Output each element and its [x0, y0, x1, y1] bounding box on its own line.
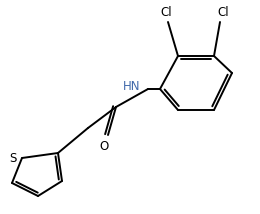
Text: HN: HN — [122, 79, 140, 92]
Text: O: O — [99, 140, 109, 153]
Text: Cl: Cl — [160, 6, 172, 19]
Text: S: S — [10, 152, 17, 165]
Text: Cl: Cl — [217, 6, 229, 19]
